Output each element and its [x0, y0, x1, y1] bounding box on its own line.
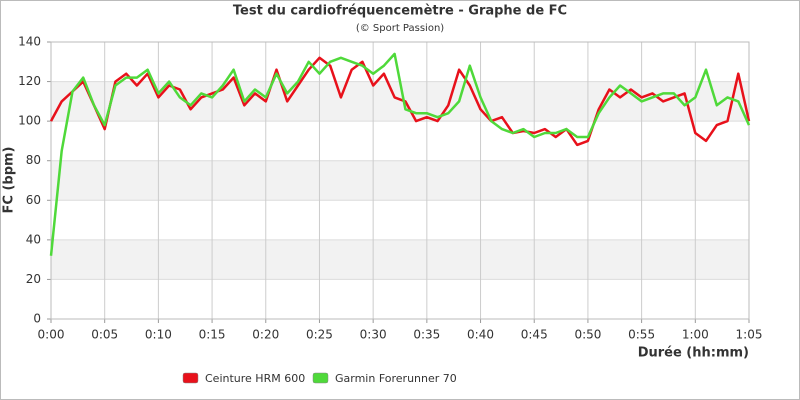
chart-subtitle: (© Sport Passion) — [356, 23, 444, 34]
x-axis-title: Durée (hh:mm) — [638, 346, 749, 361]
plot-border — [50, 41, 750, 320]
y-tick-label: 40 — [26, 232, 41, 246]
y-tick-label: 0 — [33, 312, 41, 326]
x-tick-label: 0:50 — [574, 328, 601, 342]
legend-swatch — [182, 372, 199, 384]
x-tick-label: 0:55 — [628, 328, 655, 342]
x-tick-label: 1:05 — [736, 328, 763, 342]
x-tick-label: 0:35 — [413, 328, 440, 342]
x-tick-label: 0:10 — [145, 328, 172, 342]
y-tick-label: 20 — [26, 272, 41, 286]
y-tick-label: 140 — [18, 35, 41, 49]
y-axis-title: FC (bpm) — [2, 147, 17, 214]
y-tick-label: 120 — [18, 74, 41, 88]
y-tick-label: 60 — [26, 193, 41, 207]
x-tick-label: 0:05 — [91, 328, 118, 342]
chart-title: Test du cardiofréquencemètre - Graphe de… — [233, 4, 567, 19]
series-line — [49, 52, 751, 256]
x-tick-label: 0:40 — [467, 328, 494, 342]
x-tick-label: 0:45 — [521, 328, 548, 342]
grid-band — [51, 239, 749, 280]
x-tick-label: 0:20 — [252, 328, 279, 342]
grid-band — [51, 160, 749, 201]
legend-label: Garmin Forerunner 70 — [335, 372, 457, 385]
series-line — [49, 56, 751, 147]
y-tick-label: 100 — [18, 114, 41, 128]
legend-label: Ceinture HRM 600 — [205, 372, 305, 385]
x-tick-label: 0:30 — [360, 328, 387, 342]
x-tick-label: 0:00 — [38, 328, 65, 342]
legend-swatch — [312, 372, 329, 384]
x-tick-label: 0:15 — [199, 328, 226, 342]
x-tick-label: 0:25 — [306, 328, 333, 342]
y-tick-label: 80 — [26, 153, 41, 167]
x-tick-label: 1:00 — [682, 328, 709, 342]
